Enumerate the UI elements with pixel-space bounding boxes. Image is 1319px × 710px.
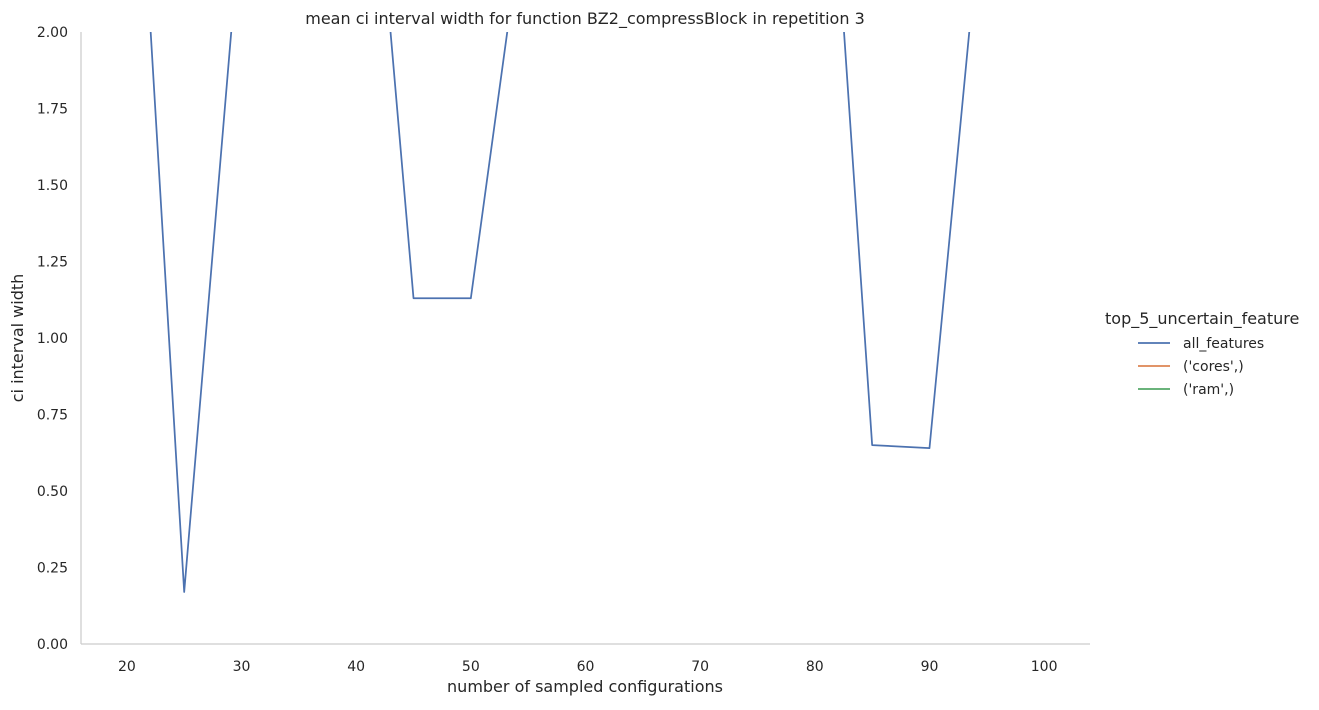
x-tick-label: 20 — [118, 659, 136, 675]
x-tick-label: 40 — [347, 659, 365, 675]
x-tick-label: 60 — [577, 659, 595, 675]
x-tick-label: 30 — [233, 659, 251, 675]
x-tick-label: 70 — [691, 659, 709, 675]
x-tick-label: 100 — [1031, 659, 1058, 675]
legend-title: top_5_uncertain_feature — [1105, 309, 1299, 329]
y-tick-label: 0.50 — [37, 484, 68, 500]
legend: top_5_uncertain_feature all_features ('co… — [1105, 309, 1299, 398]
y-tick-label: 0.25 — [37, 561, 68, 577]
y-tick-label: 1.75 — [37, 102, 68, 118]
y-tick-label: 1.00 — [37, 331, 68, 347]
y-tick-label: 0.75 — [37, 408, 68, 424]
series-line-all-features — [149, 32, 971, 593]
legend-entries: all_features ('cores',) ('ram',) — [1138, 336, 1264, 398]
x-tick-label: 80 — [806, 659, 824, 675]
y-tick-label: 2.00 — [37, 25, 68, 41]
legend-label: all_features — [1183, 336, 1264, 352]
y-tick-label: 1.25 — [37, 255, 68, 271]
axes-layer: 20 30 40 50 60 70 80 90 100 0.00 0.25 0.50 0.75 1.00 1… — [37, 25, 1090, 675]
series-layer — [149, 32, 971, 593]
legend-label: ('ram',) — [1183, 382, 1234, 398]
x-tick-label: 90 — [921, 659, 939, 675]
y-tick-label: 1.50 — [37, 178, 68, 194]
y-axis-label: ci interval width — [8, 274, 27, 403]
x-axis-label: number of sampled configurations — [447, 677, 723, 696]
x-tick-label: 50 — [462, 659, 480, 675]
legend-label: ('cores',) — [1183, 359, 1244, 375]
chart-title: mean ci interval width for function BZ2_… — [305, 9, 865, 29]
y-tick-label: 0.00 — [37, 637, 68, 653]
